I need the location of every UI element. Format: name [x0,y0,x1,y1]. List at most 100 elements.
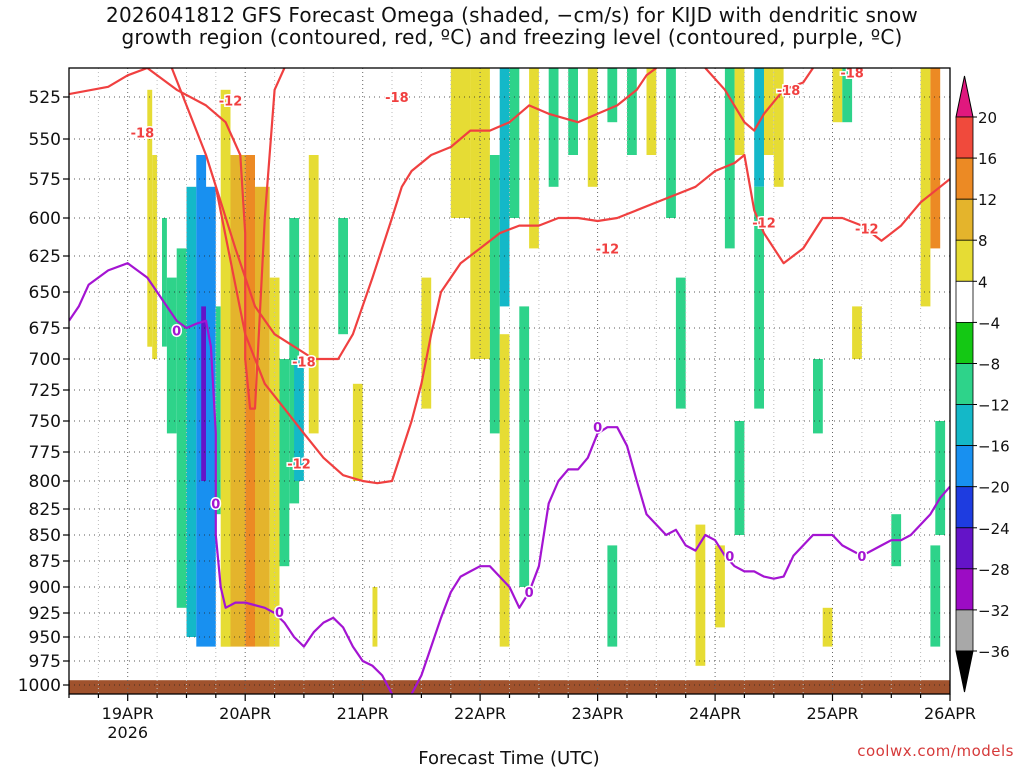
contour-label: 0 [725,550,734,565]
contour-label: -12 [287,458,311,473]
contour-dgz-minus-18-upper [69,68,148,96]
colorbar-label: −28 [978,561,1010,579]
omega-cell [176,248,187,608]
omega-cell [930,545,941,647]
y-tick-label: 775 [29,443,61,463]
contour-freezing-level [69,262,393,694]
omega-cell [186,186,197,638]
y-tick-label: 900 [29,578,61,598]
omega-cell [352,383,363,481]
omega-cell [220,89,231,647]
omega-cell [754,68,764,187]
contour-label: -18 [131,126,155,141]
omega-cell [568,68,578,155]
omega-cell [529,68,539,249]
omega-cell [930,68,941,249]
colorbar-label: 16 [978,150,997,168]
colorbar-swatch [955,568,974,611]
colorbar-swatch [955,404,974,446]
omega-cell [470,68,490,359]
chart-title: 2026041812 GFS Forecast Omega (shaded, −… [0,4,1024,48]
omega-cell [764,68,774,155]
contour-label: -12 [855,223,879,238]
omega-cell [813,359,823,434]
colorbar-swatch [955,609,974,652]
omega-cell [215,306,221,515]
omega-cell [338,218,348,335]
colorbar-label: −8 [978,356,1000,374]
y-tick-label: 600 [29,209,61,229]
omega-cell [372,587,378,647]
x-axis-label: Forecast Time (UTC) [418,748,599,768]
omega-cell [754,186,764,409]
contour-label: -12 [596,242,620,257]
omega-cell [519,306,530,587]
y-tick-label: 850 [29,526,61,546]
colorbar-label: −32 [978,602,1010,620]
colorbar-swatch [955,445,974,488]
contour-label: -18 [292,356,316,371]
omega-cell [920,68,931,307]
omega-cell [152,155,158,359]
colorbar-swatch [955,157,974,200]
contour-label: 0 [525,586,534,601]
y-tick-label: 800 [29,472,61,492]
omega-cell [607,68,618,123]
y-tick-label: 525 [29,88,61,108]
colorbar-label: −24 [978,520,1010,538]
y-tick-label: 675 [29,319,61,339]
colorbar-swatch [955,116,974,159]
omega-cell [724,68,735,249]
colorbar-label: 20 [978,109,997,127]
y-tick-label: 1000 [18,676,61,696]
colorbar-label: 4 [978,273,988,291]
contour-dgz-minus-12-lower [214,153,950,485]
y-tick-label: 700 [29,350,61,370]
y-tick-label: 750 [29,412,61,432]
contour-label: 0 [275,606,284,621]
contour-label: 0 [172,325,181,340]
y-tick-label: 925 [29,604,61,624]
omega-cell [587,68,598,187]
omega-cell [832,68,843,123]
colorbar-top-arrow [955,75,974,118]
colorbar-swatch [955,363,974,405]
omega-cell [607,545,618,647]
contour-label: -12 [219,94,243,109]
colorbar-swatch [955,280,974,323]
omega-cell [230,155,246,647]
contour-label: 0 [211,497,220,512]
contour-label: -18 [777,84,801,99]
contour-dgz-minus-18-lower [170,68,657,361]
contour-freezing-level-east [410,426,950,694]
omega-cell [627,68,637,155]
x-tick-sublabel: 2026 [107,723,148,742]
omega-cell [308,155,319,434]
colorbar-bottom-arrow [955,650,974,693]
omega-cell [201,306,207,481]
x-tick-label: 23APR [572,704,624,723]
chart-title-line1: 2026041812 GFS Forecast Omega (shaded, −… [106,3,918,27]
y-tick-label: 725 [29,381,61,401]
x-tick-label: 25APR [806,704,858,723]
y-tick-label: 575 [29,170,61,190]
colorbar-label: −4 [978,314,1000,332]
omega-cell [499,334,510,647]
contour-dgz-minus-18-east [704,68,814,132]
omega-cell [162,218,167,347]
omega-cell [842,68,853,123]
y-tick-label: 625 [29,247,61,267]
colorbar-label: −36 [978,643,1010,661]
colorbar-swatch [955,321,974,364]
omega-cell [450,68,471,218]
omega-cell [509,68,520,218]
x-tick-label: 26APR [924,704,976,723]
omega-cell [646,68,657,155]
y-tick-label: 650 [29,283,61,303]
contour-label: -12 [752,217,776,232]
omega-cell [935,421,946,535]
chart-title-line2: growth region (contoured, red, ºC) and f… [121,25,903,49]
x-tick-label: 24APR [689,704,741,723]
contour-label: -18 [385,91,409,106]
